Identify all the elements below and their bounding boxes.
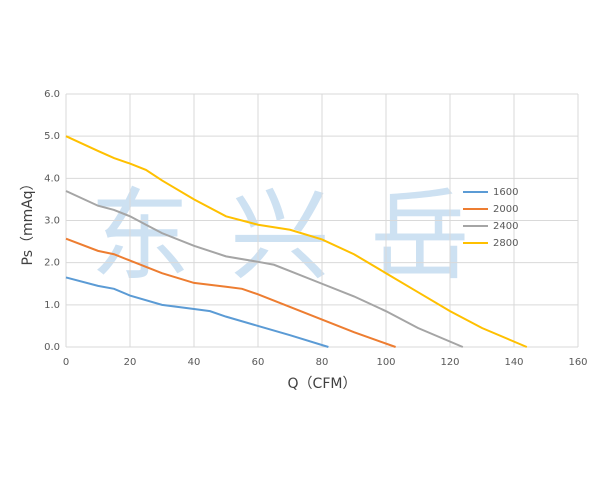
x-axis-title: Q（CFM）	[288, 376, 357, 392]
y-tick-label: 4.0	[44, 173, 60, 184]
y-tick-label: 2.0	[44, 258, 60, 269]
legend-label: 1600	[493, 187, 518, 198]
x-tick-label: 140	[504, 357, 523, 368]
y-tick-label: 3.0	[44, 216, 60, 227]
x-tick-label: 20	[124, 357, 137, 368]
y-axis-title: Ps（mmAq）	[20, 177, 36, 266]
y-tick-label: 6.0	[44, 89, 60, 100]
x-tick-label: 160	[568, 357, 587, 368]
line-series	[65, 237, 396, 348]
x-tick-label: 80	[316, 357, 329, 368]
legend-label: 2800	[493, 238, 518, 249]
legend-label: 2400	[493, 221, 518, 232]
x-tick-label: 120	[440, 357, 459, 368]
legend-label: 2000	[493, 204, 518, 215]
x-tick-label: 60	[252, 357, 265, 368]
line-series	[65, 276, 329, 348]
x-tick-label: 100	[376, 357, 395, 368]
y-tick-label: 1.0	[44, 300, 60, 311]
y-tick-label: 5.0	[44, 131, 60, 142]
x-tick-label: 0	[63, 357, 69, 368]
watermark: 东兴岳	[90, 177, 510, 294]
line-series	[65, 135, 528, 348]
y-tick-label: 0.0	[44, 342, 60, 353]
x-tick-label: 40	[188, 357, 201, 368]
line-series	[65, 190, 464, 348]
